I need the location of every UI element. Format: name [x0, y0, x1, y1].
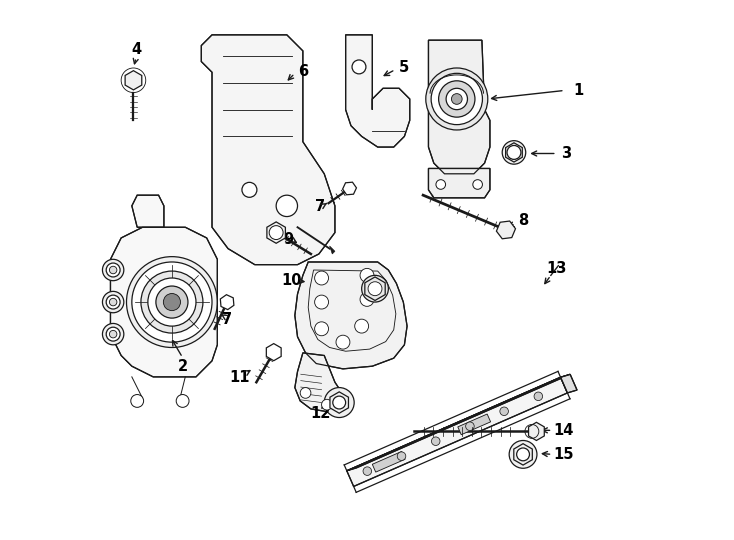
Circle shape: [451, 93, 462, 104]
Polygon shape: [343, 182, 357, 195]
Circle shape: [324, 388, 355, 417]
Polygon shape: [346, 377, 567, 487]
Text: 6: 6: [298, 64, 308, 79]
Circle shape: [103, 323, 124, 345]
Circle shape: [321, 400, 333, 410]
Text: 15: 15: [553, 448, 574, 462]
Circle shape: [360, 293, 374, 306]
Circle shape: [242, 183, 257, 197]
Circle shape: [363, 467, 371, 475]
Circle shape: [156, 286, 188, 318]
Circle shape: [315, 295, 329, 309]
Polygon shape: [429, 168, 490, 198]
Circle shape: [352, 60, 366, 74]
Polygon shape: [346, 374, 570, 471]
Polygon shape: [561, 374, 577, 393]
Polygon shape: [267, 222, 286, 244]
Circle shape: [534, 392, 542, 401]
Circle shape: [431, 73, 482, 125]
Circle shape: [507, 145, 521, 159]
Polygon shape: [295, 353, 349, 411]
Circle shape: [500, 407, 509, 416]
Text: 3: 3: [561, 146, 571, 161]
Circle shape: [276, 195, 297, 217]
Polygon shape: [372, 451, 405, 472]
Circle shape: [362, 275, 388, 302]
Text: 4: 4: [131, 42, 141, 57]
Circle shape: [103, 259, 124, 281]
Text: 5: 5: [399, 60, 410, 76]
Circle shape: [473, 180, 482, 190]
Circle shape: [333, 396, 346, 409]
Text: 9: 9: [283, 232, 293, 246]
Polygon shape: [125, 71, 142, 90]
Text: 7: 7: [316, 199, 326, 214]
Circle shape: [269, 226, 283, 240]
Text: 10: 10: [281, 273, 302, 288]
Text: 12: 12: [310, 406, 331, 421]
Circle shape: [315, 322, 329, 336]
Circle shape: [439, 81, 475, 117]
Text: 13: 13: [547, 261, 567, 276]
Circle shape: [300, 388, 311, 399]
Circle shape: [426, 68, 488, 130]
Circle shape: [106, 295, 120, 309]
Polygon shape: [496, 221, 515, 239]
Circle shape: [465, 422, 474, 430]
Circle shape: [502, 140, 526, 164]
Circle shape: [397, 452, 406, 461]
Circle shape: [106, 327, 120, 341]
Circle shape: [106, 263, 120, 277]
Circle shape: [355, 319, 368, 333]
Circle shape: [141, 271, 203, 333]
Polygon shape: [220, 295, 234, 309]
Circle shape: [360, 268, 374, 282]
Circle shape: [368, 282, 382, 296]
Polygon shape: [429, 40, 490, 174]
Polygon shape: [132, 195, 164, 227]
Circle shape: [109, 266, 117, 274]
Circle shape: [109, 298, 117, 306]
Text: 2: 2: [178, 359, 188, 374]
Circle shape: [446, 88, 468, 110]
Text: 11: 11: [230, 370, 250, 386]
Circle shape: [131, 395, 144, 407]
Polygon shape: [528, 422, 545, 441]
Polygon shape: [201, 35, 335, 265]
Text: 7: 7: [222, 312, 232, 327]
Polygon shape: [295, 262, 407, 369]
Polygon shape: [330, 392, 349, 413]
Circle shape: [132, 262, 212, 342]
Circle shape: [164, 294, 181, 310]
Polygon shape: [330, 246, 335, 254]
Circle shape: [103, 292, 124, 313]
Polygon shape: [346, 35, 410, 147]
Circle shape: [517, 448, 529, 461]
Text: 1: 1: [573, 83, 584, 98]
Polygon shape: [458, 414, 490, 435]
Circle shape: [109, 330, 117, 338]
Circle shape: [509, 441, 537, 468]
Circle shape: [336, 335, 350, 349]
Circle shape: [315, 271, 329, 285]
Circle shape: [148, 278, 196, 326]
Text: 8: 8: [518, 213, 528, 228]
Circle shape: [432, 437, 440, 445]
Polygon shape: [266, 343, 281, 361]
Polygon shape: [514, 444, 532, 465]
Circle shape: [126, 256, 217, 348]
Circle shape: [436, 180, 446, 190]
Polygon shape: [110, 227, 217, 377]
Text: 14: 14: [553, 423, 574, 438]
Circle shape: [176, 395, 189, 407]
